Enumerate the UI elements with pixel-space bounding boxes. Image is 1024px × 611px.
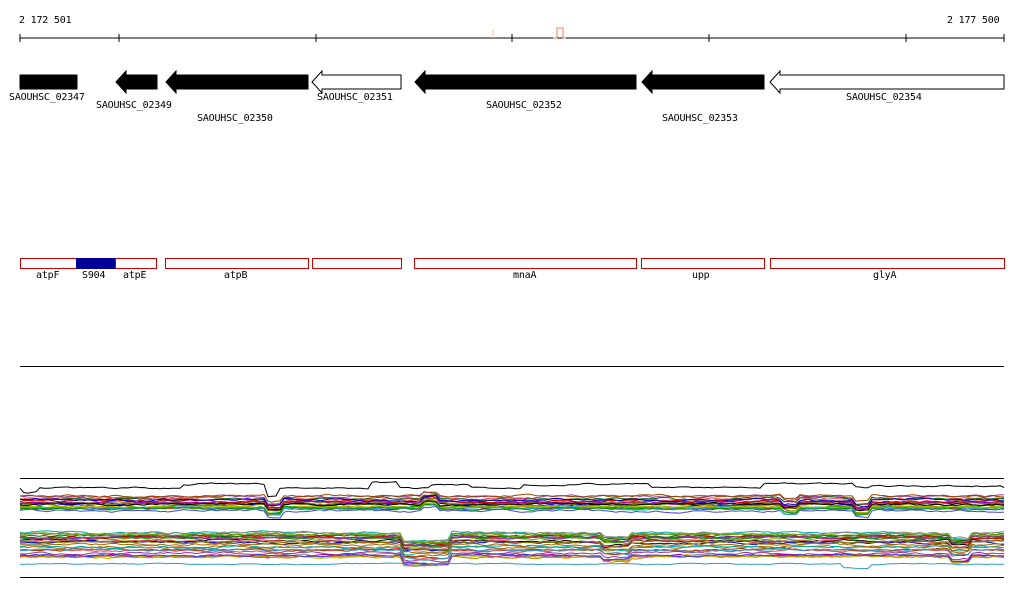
gene-label-SAOUHSC_02353: SAOUHSC_02353 bbox=[662, 113, 738, 124]
gene-label-SAOUHSC_02347: SAOUHSC_02347 bbox=[9, 92, 85, 103]
expression-trace-lower bbox=[19, 532, 1005, 544]
expression-trace-lower bbox=[19, 547, 1005, 560]
gene-arrow-SAOUHSC_02354 bbox=[769, 69, 1005, 95]
coord-start-label: 2 172 501 bbox=[19, 15, 72, 26]
feature-label-upp: upp bbox=[692, 270, 710, 281]
feature-box-S904 bbox=[76, 258, 116, 269]
expression-trace-lower bbox=[19, 547, 1005, 561]
feature-box-upp bbox=[641, 258, 765, 269]
feature-box-atpF bbox=[20, 258, 77, 269]
coord-end-label: 2 177 500 bbox=[947, 15, 1000, 26]
gene-label-SAOUHSC_02351: SAOUHSC_02351 bbox=[317, 92, 393, 103]
feature-label-atpF: atpF bbox=[36, 270, 60, 281]
feature-label-glyA: glyA bbox=[873, 270, 897, 281]
feature-box-unnamed bbox=[312, 258, 402, 269]
feature-label-atpB: atpB bbox=[224, 270, 248, 281]
expression-trace-upper bbox=[19, 491, 1005, 503]
feature-label-atpE: atpE bbox=[123, 270, 147, 281]
expression-trace-upper bbox=[19, 504, 1005, 516]
feature-label-S904: S904 bbox=[82, 270, 106, 281]
gene-label-SAOUHSC_02349: SAOUHSC_02349 bbox=[96, 100, 172, 111]
expression-trace-lower bbox=[19, 539, 1005, 552]
expression-trace-lower bbox=[19, 534, 1005, 547]
coverage-peak bbox=[553, 27, 566, 39]
gene-arrow-SAOUHSC_02352 bbox=[414, 69, 637, 95]
expression-trace-upper bbox=[19, 505, 1005, 519]
expression-trace-lower bbox=[19, 552, 1005, 566]
expression-trace-lower bbox=[19, 535, 1005, 547]
gene-arrow-SAOUHSC_02350 bbox=[165, 69, 309, 95]
feature-box-atpE bbox=[115, 258, 157, 269]
expression-trace-lower bbox=[19, 554, 1005, 567]
gene-arrow-SAOUHSC_02347 bbox=[19, 74, 78, 90]
feature-box-glyA bbox=[770, 258, 1005, 269]
gene-label-SAOUHSC_02354: SAOUHSC_02354 bbox=[846, 92, 922, 103]
feature-label-mnaA: mnaA bbox=[513, 270, 537, 281]
gene-arrow-SAOUHSC_02351 bbox=[311, 69, 402, 95]
expression-trace-upper bbox=[20, 494, 1005, 508]
feature-box-atpB bbox=[165, 258, 309, 269]
expression-trace-lower bbox=[19, 542, 1005, 554]
gene-label-SAOUHSC_02350: SAOUHSC_02350 bbox=[197, 113, 273, 124]
gene-arrow-SAOUHSC_02353 bbox=[641, 69, 765, 95]
gene-arrow-SAOUHSC_02349 bbox=[115, 69, 158, 95]
expression-trace-lower-min bbox=[19, 562, 1004, 570]
expression-trace-upper-max bbox=[19, 481, 1005, 498]
expression-trace-lower bbox=[19, 530, 1005, 544]
gene-label-SAOUHSC_02352: SAOUHSC_02352 bbox=[486, 100, 562, 111]
expression-trace-upper bbox=[19, 500, 1005, 512]
feature-box-mnaA bbox=[414, 258, 637, 269]
expression-trace-lower bbox=[19, 544, 1005, 556]
expression-trace-lower bbox=[19, 550, 1005, 563]
